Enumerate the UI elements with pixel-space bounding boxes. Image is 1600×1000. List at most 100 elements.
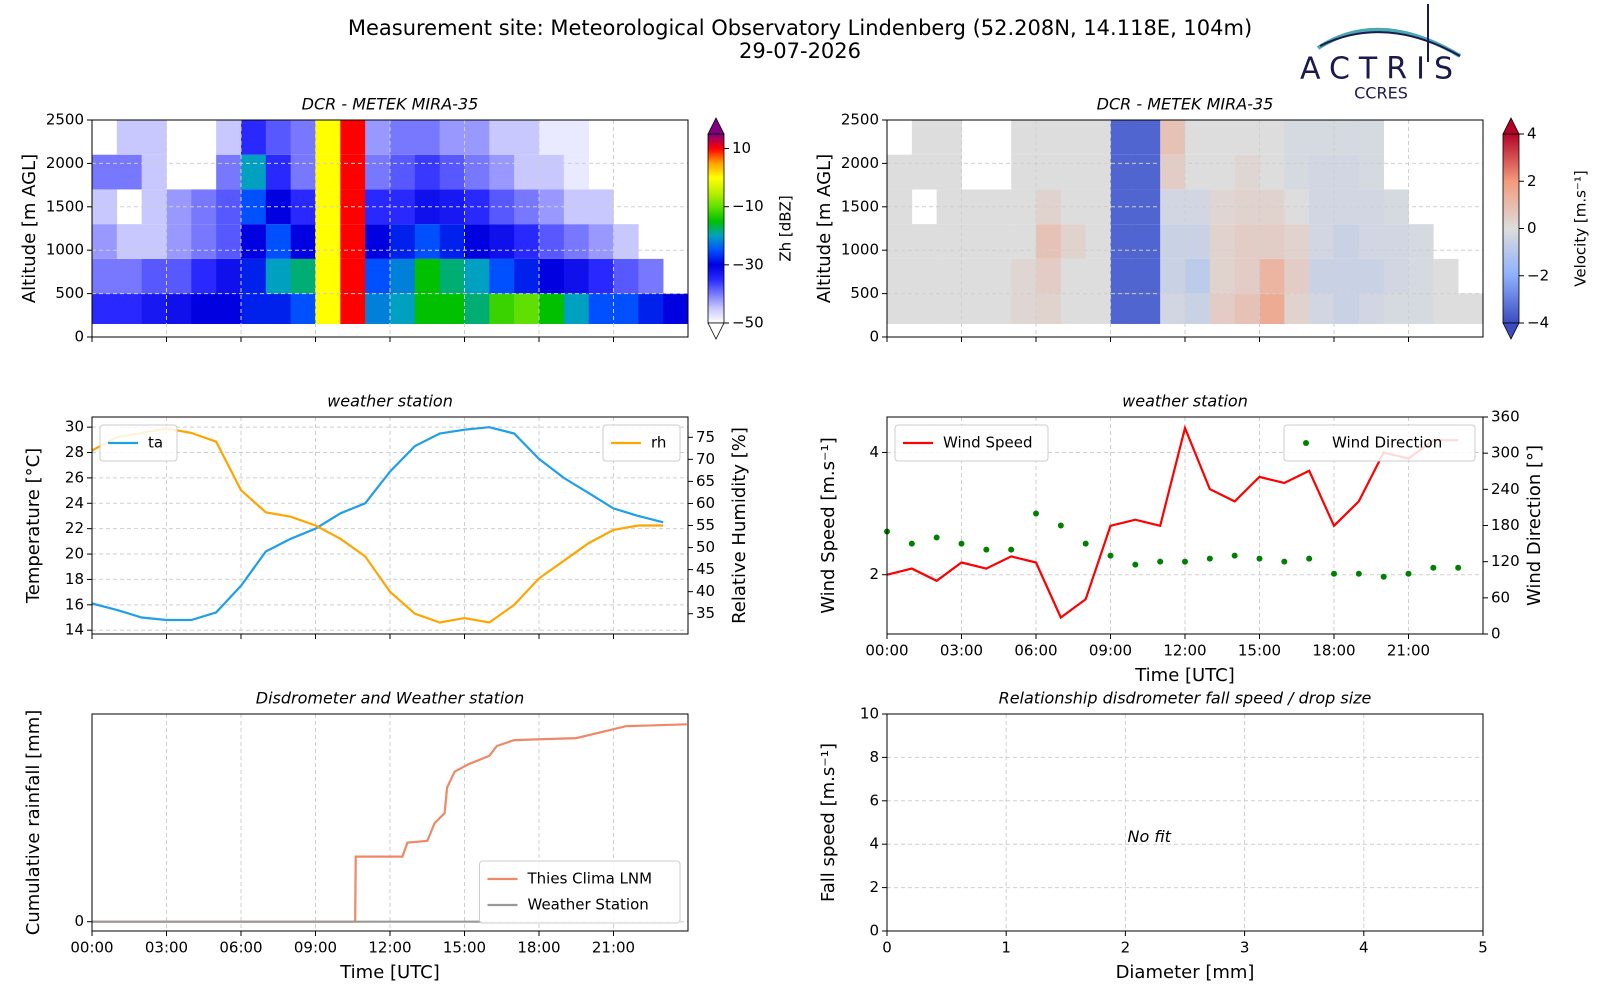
heatmap-cell (1060, 258, 1086, 294)
heatmap-cell (1085, 154, 1111, 190)
heatmap-cell (638, 258, 664, 294)
legend-label: Weather Station (528, 896, 649, 914)
heatmap-cell (539, 224, 565, 259)
x-tick-label: 06:00 (1014, 642, 1057, 660)
heatmap-cell (936, 224, 962, 259)
heatmap-cell (241, 154, 267, 190)
heatmap-cell (489, 258, 515, 294)
figure-date: 29-07-2026 (739, 39, 861, 63)
heatmap-cell (365, 258, 391, 294)
marker (1380, 573, 1387, 580)
x-tick-label: 5 (1478, 939, 1488, 957)
x-tick-label: 0 (882, 939, 892, 957)
y-tick-label: 4 (869, 443, 879, 461)
y2-tick-label: 300 (1491, 444, 1520, 462)
marker (1331, 570, 1337, 577)
heatmap-cell (116, 120, 142, 155)
heatmap-cell (1185, 154, 1211, 190)
heatmap-cell (1085, 224, 1111, 259)
heatmap-cell (1110, 154, 1136, 190)
y-tick-label: 1500 (46, 197, 84, 215)
y2-tick-label: 360 (1491, 408, 1520, 426)
line (91, 426, 664, 622)
legend-label: Wind Speed (943, 434, 1033, 452)
heatmap-cell (1334, 258, 1360, 294)
x-tick-label: 12:00 (368, 939, 411, 957)
heatmap-cell (191, 224, 217, 259)
x-tick-label: 21:00 (1387, 642, 1430, 660)
marker (1281, 558, 1288, 565)
heatmap-cell (887, 189, 913, 225)
logo: ACTRIS CCRES (1300, 4, 1462, 103)
panel-title: weather station (1122, 392, 1248, 411)
heatmap-cell (1408, 293, 1434, 324)
y-tick-label: 2500 (46, 111, 84, 129)
heatmap-cell (1085, 293, 1111, 324)
colorbar-extend (1502, 322, 1520, 340)
heatmap-cell (1135, 154, 1161, 190)
y2-tick-label: 55 (696, 516, 715, 534)
heatmap-cell (1259, 293, 1285, 324)
heatmap-cell (1011, 258, 1037, 294)
line (91, 427, 664, 624)
heatmap-cell (1209, 224, 1235, 259)
heatmap-cell (241, 293, 267, 324)
heatmap-cell (613, 293, 639, 324)
heatmap-cell (166, 293, 192, 324)
heatmap-cell (216, 293, 242, 324)
heatmap-cell (390, 293, 416, 324)
y-tick-label: 10 (860, 705, 879, 723)
heatmap-cell (141, 293, 167, 324)
y-tick-label: 2000 (841, 154, 879, 172)
y-tick-label: 20 (65, 545, 84, 563)
x-axis-label: Time [UTC] (339, 962, 440, 983)
colorbar-tick-label: −10 (732, 197, 764, 215)
legend: ta (99, 424, 178, 462)
heatmap-cell (1234, 293, 1260, 324)
y-tick-label: 1000 (841, 241, 879, 259)
heatmap-cell (92, 189, 118, 225)
x-tick-label: 09:00 (294, 939, 337, 957)
heatmap-cell (1036, 293, 1062, 324)
heatmap-cell (1309, 120, 1335, 155)
y2-tick-label: 35 (696, 604, 715, 622)
y2-tick-label: 70 (696, 450, 715, 468)
colorbar-tick-label: 4 (1527, 125, 1537, 143)
colorbar-extend (707, 322, 725, 340)
heatmap-cell (315, 120, 341, 155)
heatmap-cell (141, 224, 167, 259)
heatmap-cell (887, 224, 913, 259)
y-tick-label: 26 (65, 468, 84, 486)
heatmap-cell (1209, 120, 1235, 155)
x-tick-label: 15:00 (443, 939, 486, 957)
heatmap-cell (1309, 224, 1335, 259)
heatmap-cell (216, 120, 242, 155)
marker (1008, 546, 1015, 553)
heatmap-cell (116, 258, 142, 294)
heatmap-cell (563, 293, 589, 324)
heatmap-cell (1334, 293, 1360, 324)
heatmap-cell (961, 224, 987, 259)
y-tick-label: 14 (65, 621, 84, 639)
annotation: No fit (1128, 827, 1172, 846)
marker (1057, 522, 1064, 529)
colorbar-tick-label: 2 (1527, 172, 1537, 190)
line (92, 723, 687, 923)
heatmap-cell (464, 120, 490, 155)
heatmap-cell (265, 224, 291, 259)
marker (1157, 558, 1164, 565)
colorbar (707, 133, 725, 324)
y-axis-label: Cumulative rainfall [mm] (23, 710, 44, 936)
heatmap-cell (116, 293, 142, 324)
y-tick-label: 18 (65, 570, 84, 588)
heatmap-cell (1160, 154, 1186, 190)
heatmap-cell (936, 293, 962, 324)
heatmap-cell (1185, 120, 1211, 155)
heatmap-cell (1036, 258, 1062, 294)
heatmap-cell (563, 258, 589, 294)
heatmap-cell (340, 258, 366, 294)
heatmap-cell (936, 258, 962, 294)
legend-box (99, 424, 178, 462)
y-tick-label: 1000 (46, 241, 84, 259)
